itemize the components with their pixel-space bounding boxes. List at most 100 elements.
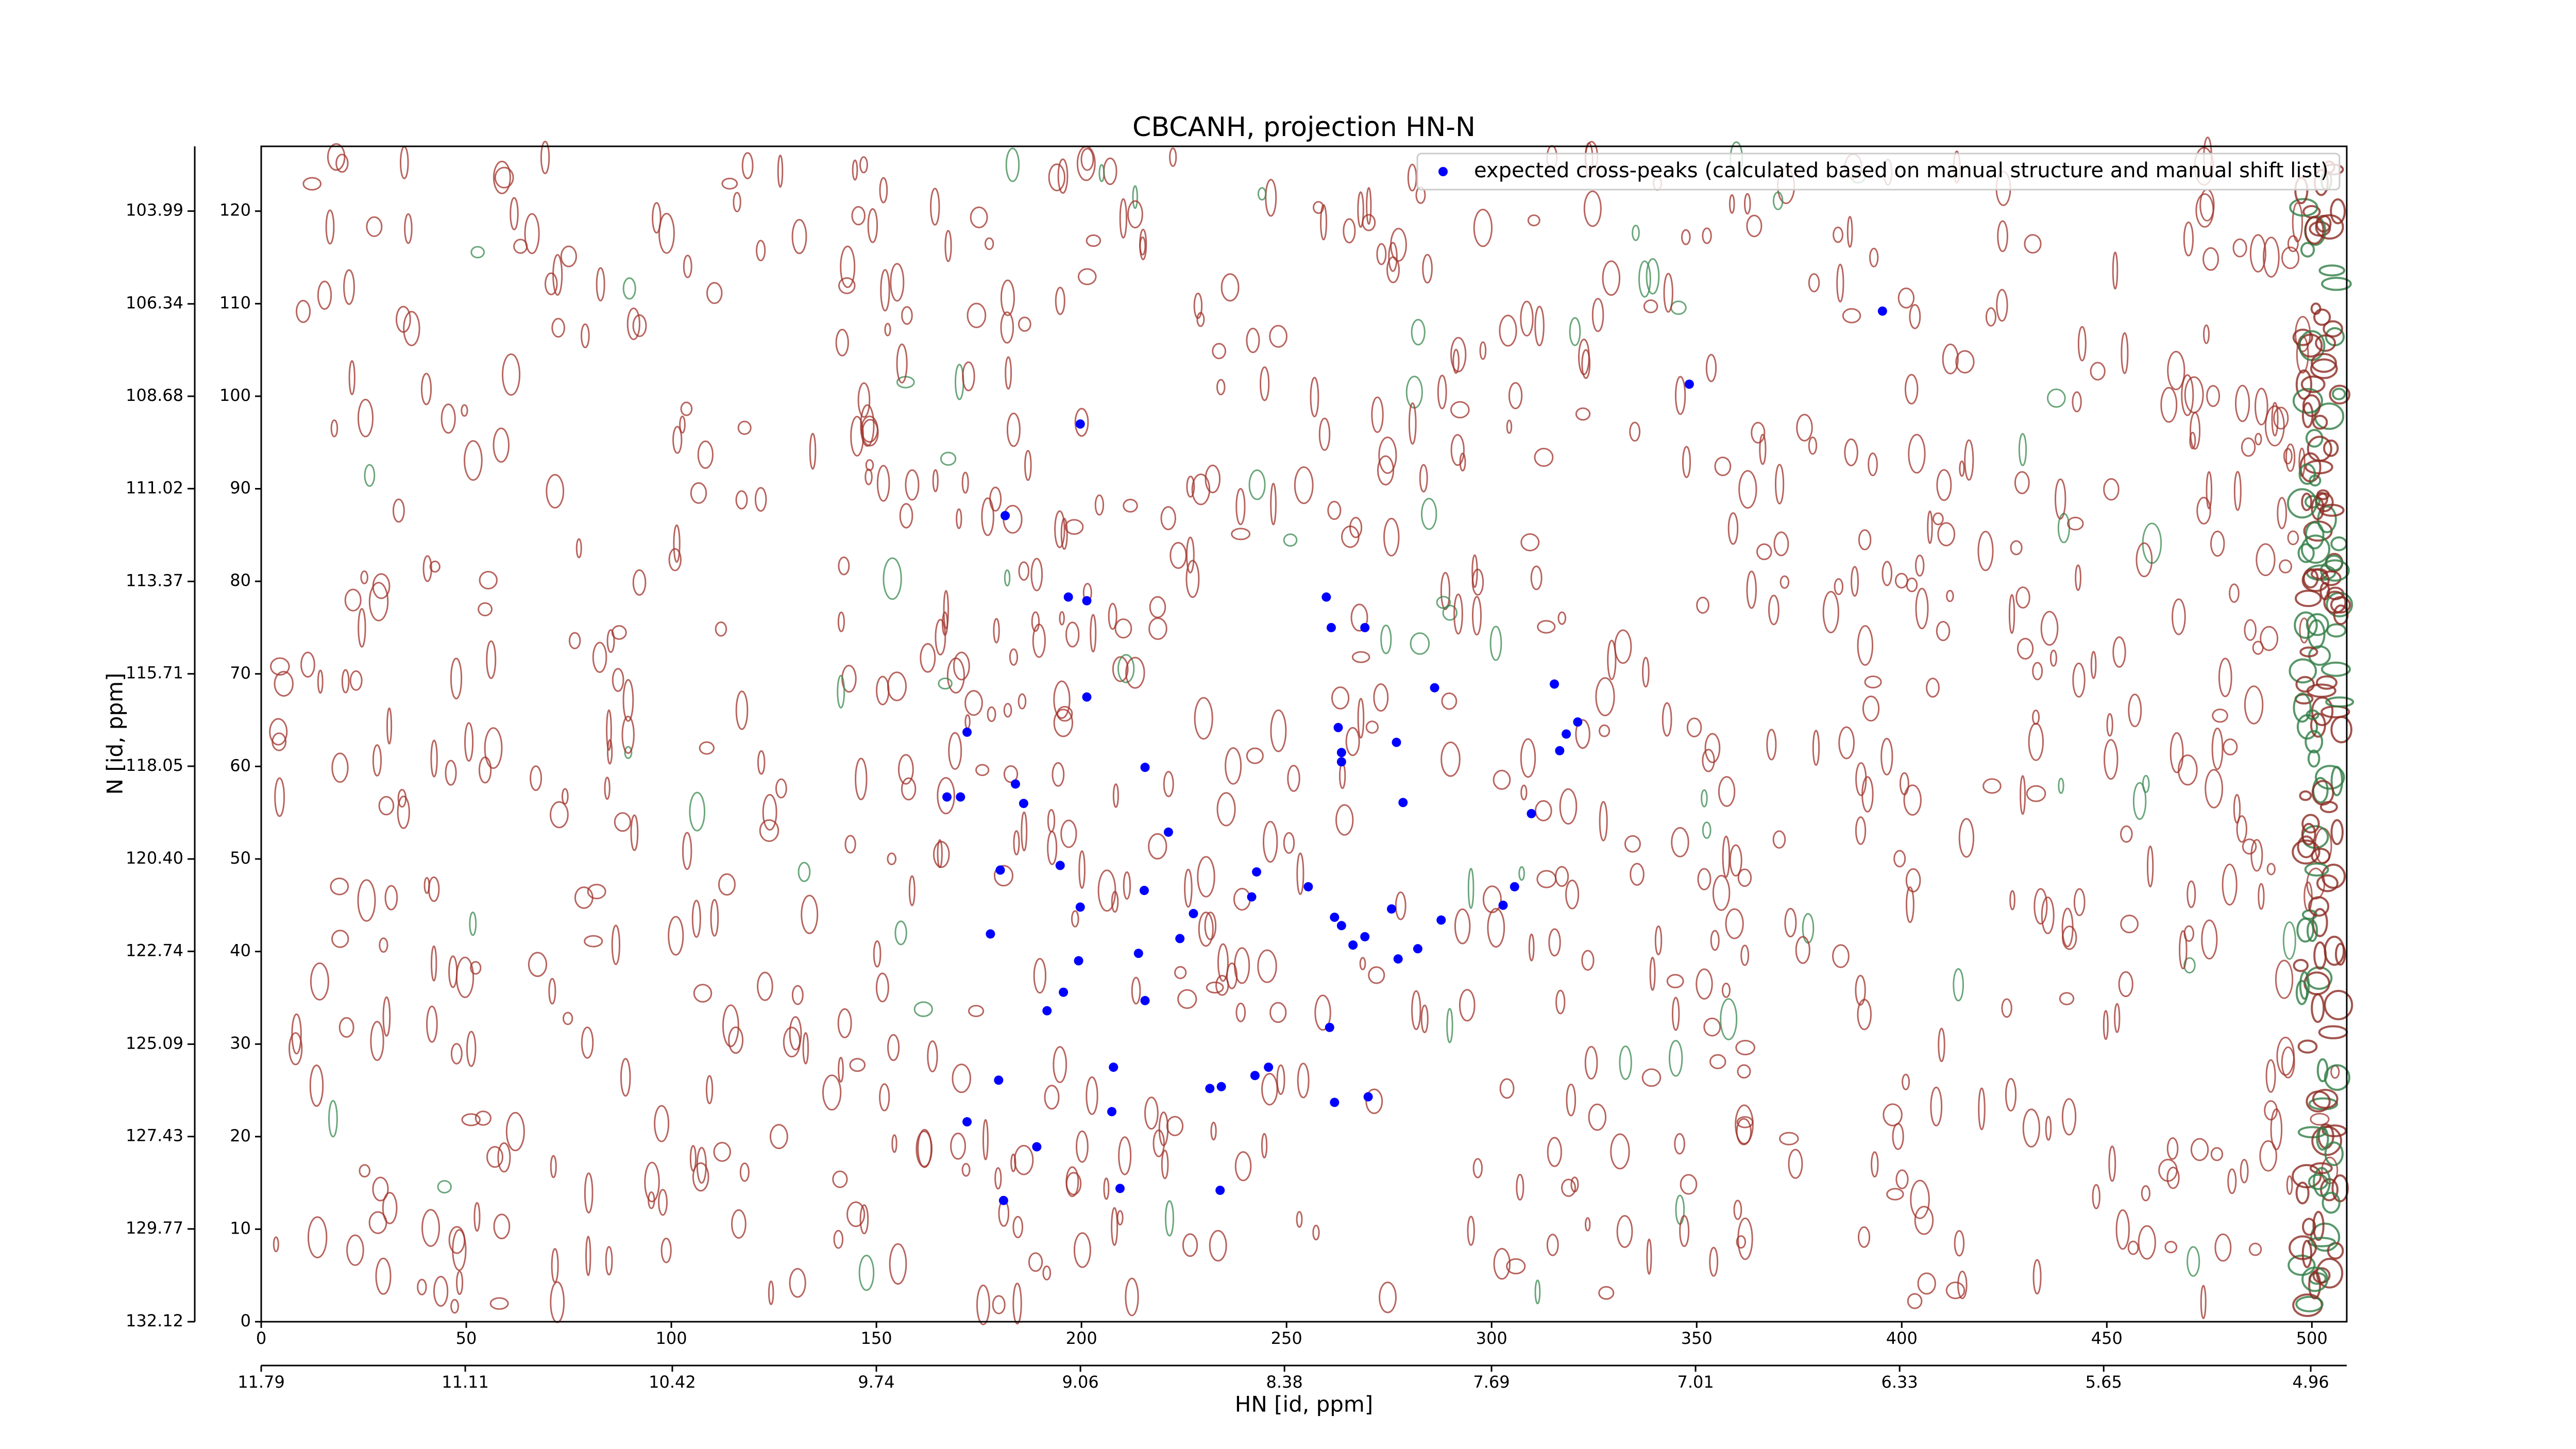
contour bbox=[1283, 832, 1295, 854]
contour bbox=[953, 651, 970, 681]
contour bbox=[1746, 570, 1757, 609]
contour bbox=[1471, 554, 1478, 588]
contour bbox=[1170, 542, 1187, 569]
contour bbox=[2309, 1162, 2333, 1174]
contour bbox=[621, 715, 635, 754]
contour bbox=[2330, 596, 2351, 614]
contour bbox=[2315, 334, 2336, 352]
contour bbox=[944, 230, 952, 262]
contour bbox=[2279, 559, 2293, 574]
contour bbox=[404, 213, 413, 244]
contour bbox=[1471, 596, 1482, 636]
x2-tick-label: 10.42 bbox=[649, 1372, 696, 1392]
contour bbox=[587, 884, 606, 900]
contour bbox=[2015, 586, 2030, 609]
contour bbox=[494, 166, 514, 189]
contour bbox=[630, 814, 639, 851]
contour bbox=[2206, 385, 2221, 407]
contour bbox=[403, 311, 420, 346]
contour bbox=[789, 1016, 802, 1051]
contour bbox=[1674, 1133, 1685, 1155]
contour bbox=[1857, 625, 1874, 666]
contour bbox=[849, 1058, 866, 1072]
contour bbox=[699, 741, 715, 755]
contour bbox=[2325, 696, 2354, 708]
y-tick-label: 110 bbox=[219, 293, 251, 312]
contour bbox=[1751, 422, 1766, 444]
contour bbox=[2235, 384, 2250, 423]
cross-peak bbox=[1549, 679, 1559, 689]
contour bbox=[948, 732, 962, 770]
contour bbox=[2022, 1108, 2040, 1148]
y-tick-label: 80 bbox=[230, 570, 251, 590]
contour bbox=[1378, 436, 1397, 474]
contour bbox=[300, 651, 315, 678]
contour bbox=[1131, 976, 1141, 1005]
contour bbox=[879, 1083, 890, 1111]
cross-peak bbox=[1063, 592, 1073, 602]
contour bbox=[938, 677, 953, 690]
contour bbox=[1094, 494, 1105, 516]
y2-tick-label: 106.34 bbox=[126, 293, 183, 313]
contour bbox=[1774, 464, 1785, 504]
contour bbox=[1607, 639, 1617, 680]
contour bbox=[2252, 641, 2264, 655]
contour bbox=[1420, 1004, 1429, 1033]
contour bbox=[372, 573, 391, 599]
cross-peak bbox=[1321, 592, 1331, 602]
contour bbox=[2115, 1209, 2130, 1250]
contour bbox=[2273, 407, 2289, 430]
contour bbox=[430, 739, 438, 778]
contour bbox=[1740, 945, 1750, 966]
cross-peak bbox=[998, 1195, 1008, 1205]
contour bbox=[2266, 863, 2276, 875]
contour bbox=[721, 177, 738, 190]
x2-tick-label: 6.33 bbox=[1882, 1372, 1918, 1392]
contour bbox=[581, 1026, 594, 1059]
contour bbox=[2121, 332, 2129, 375]
contour bbox=[274, 670, 294, 697]
contour bbox=[1123, 871, 1131, 900]
contour bbox=[2001, 998, 2012, 1018]
contour bbox=[1018, 561, 1030, 581]
contour bbox=[1388, 242, 1398, 272]
contour bbox=[1915, 587, 1929, 630]
contour bbox=[378, 796, 395, 816]
contour bbox=[1163, 771, 1174, 798]
contour bbox=[2248, 1242, 2262, 1256]
contour bbox=[1705, 353, 1717, 382]
contour bbox=[668, 916, 684, 956]
contour bbox=[1314, 995, 1331, 1031]
contour bbox=[2295, 589, 2322, 608]
contour bbox=[2277, 497, 2287, 529]
cross-peak bbox=[1205, 1084, 1215, 1093]
contour bbox=[632, 314, 647, 338]
contour bbox=[2262, 237, 2280, 278]
contour bbox=[2319, 503, 2345, 517]
contour bbox=[2310, 1113, 2330, 1126]
contour bbox=[1548, 928, 1561, 957]
contour bbox=[2301, 814, 2320, 834]
contour bbox=[976, 1284, 990, 1325]
x-tick-label: 50 bbox=[456, 1328, 477, 1348]
contour bbox=[560, 245, 578, 267]
contour bbox=[1000, 279, 1015, 316]
contour bbox=[1868, 452, 1878, 477]
contour bbox=[1021, 811, 1028, 852]
contour bbox=[838, 1056, 844, 1083]
contour bbox=[757, 971, 773, 1001]
contour bbox=[838, 277, 856, 294]
contour bbox=[683, 255, 692, 278]
contour bbox=[359, 1164, 371, 1178]
contour bbox=[2330, 716, 2353, 744]
contour bbox=[1581, 950, 1595, 971]
contour bbox=[1379, 1282, 1397, 1313]
contour bbox=[584, 1172, 594, 1214]
x2-tick-label: 11.11 bbox=[442, 1372, 489, 1392]
contour bbox=[272, 732, 287, 751]
contour bbox=[876, 676, 890, 705]
contour bbox=[1581, 349, 1591, 379]
contour bbox=[1588, 1103, 1607, 1131]
contour bbox=[889, 1243, 907, 1285]
contour bbox=[1437, 375, 1447, 410]
